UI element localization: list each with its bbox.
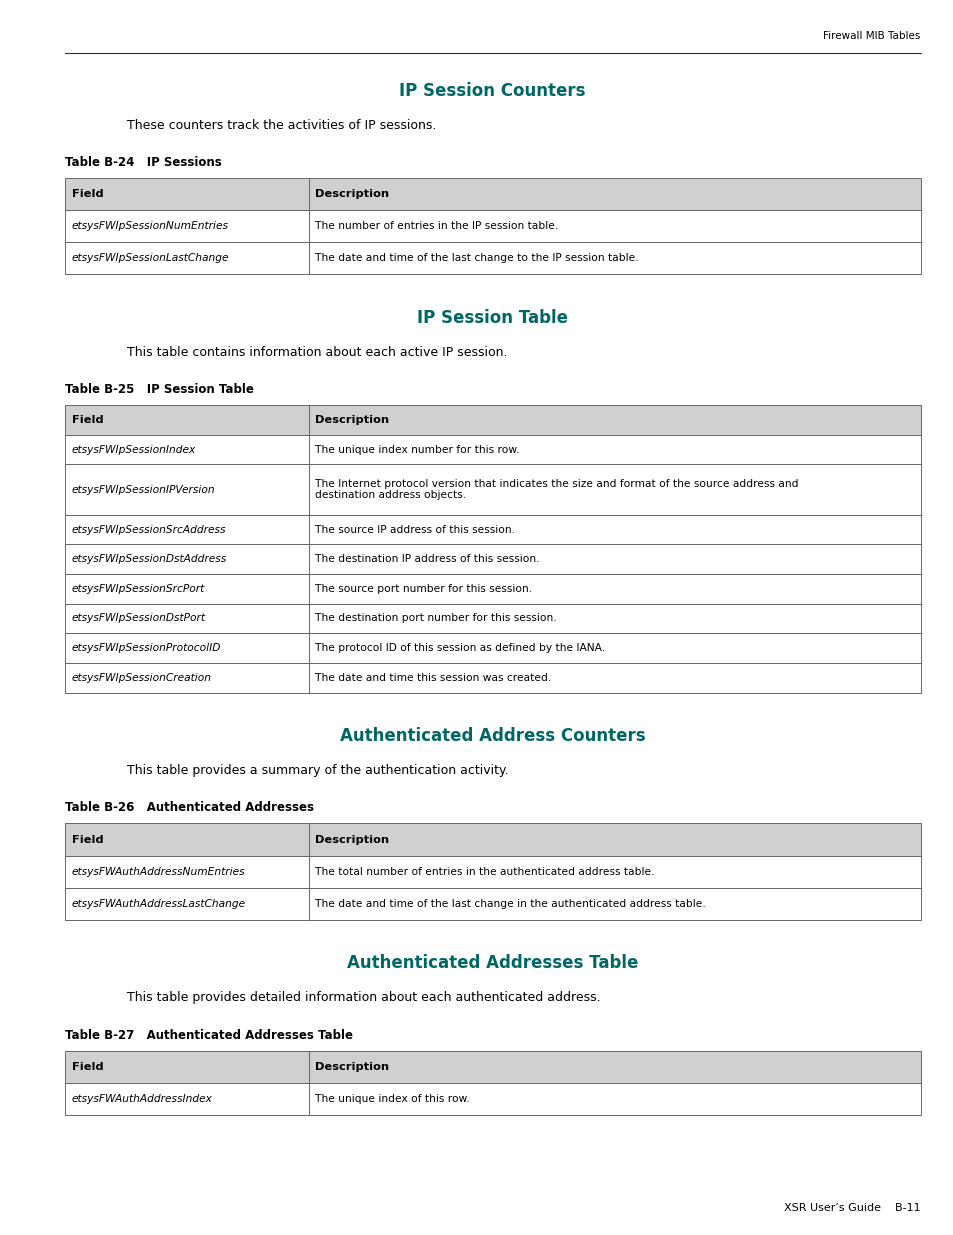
Text: The unique index number for this row.: The unique index number for this row. <box>315 445 519 454</box>
Bar <box>65 210 920 242</box>
Text: The source IP address of this session.: The source IP address of this session. <box>315 525 515 535</box>
Text: The source port number for this session.: The source port number for this session. <box>315 584 532 594</box>
Bar <box>65 1051 920 1083</box>
Text: etsysFWIpSessionSrcAddress: etsysFWIpSessionSrcAddress <box>71 525 226 535</box>
Text: IP Session Table: IP Session Table <box>416 309 568 327</box>
Text: etsysFWIpSessionCreation: etsysFWIpSessionCreation <box>71 673 212 683</box>
Text: The unique index of this row.: The unique index of this row. <box>315 1094 470 1104</box>
Text: etsysFWIpSessionProtocolID: etsysFWIpSessionProtocolID <box>71 643 221 653</box>
Bar <box>65 1083 920 1115</box>
Text: The date and time of the last change to the IP session table.: The date and time of the last change to … <box>315 253 639 263</box>
Bar <box>65 435 920 464</box>
Text: Field: Field <box>71 415 103 425</box>
Bar <box>65 242 920 274</box>
Text: The number of entries in the IP session table.: The number of entries in the IP session … <box>315 221 558 231</box>
Text: etsysFWIpSessionSrcPort: etsysFWIpSessionSrcPort <box>71 584 205 594</box>
Text: This table provides a summary of the authentication activity.: This table provides a summary of the aut… <box>127 764 508 777</box>
Text: The total number of entries in the authenticated address table.: The total number of entries in the authe… <box>315 867 655 877</box>
Text: IP Session Counters: IP Session Counters <box>399 82 585 100</box>
Bar <box>65 515 920 545</box>
Text: Table B-26   Authenticated Addresses: Table B-26 Authenticated Addresses <box>65 802 314 814</box>
Text: etsysFWIpSessionNumEntries: etsysFWIpSessionNumEntries <box>71 221 229 231</box>
Text: Authenticated Address Counters: Authenticated Address Counters <box>339 727 645 745</box>
Bar <box>65 464 920 515</box>
Text: Description: Description <box>315 835 389 845</box>
Text: The Internet protocol version that indicates the size and format of the source a: The Internet protocol version that indic… <box>315 479 798 500</box>
Text: Firewall MIB Tables: Firewall MIB Tables <box>822 31 920 41</box>
Bar <box>65 888 920 920</box>
Bar <box>65 178 920 210</box>
Text: etsysFWAuthAddressNumEntries: etsysFWAuthAddressNumEntries <box>71 867 245 877</box>
Bar <box>65 663 920 693</box>
Text: Field: Field <box>71 189 103 199</box>
Text: Field: Field <box>71 1062 103 1072</box>
Text: etsysFWIpSessionDstPort: etsysFWIpSessionDstPort <box>71 614 205 624</box>
Bar <box>65 545 920 574</box>
Text: Field: Field <box>71 835 103 845</box>
Text: etsysFWIpSessionIndex: etsysFWIpSessionIndex <box>71 445 195 454</box>
Bar <box>65 574 920 604</box>
Bar <box>65 405 920 435</box>
Bar <box>65 604 920 634</box>
Text: etsysFWIpSessionDstAddress: etsysFWIpSessionDstAddress <box>71 555 227 564</box>
Text: Description: Description <box>315 1062 389 1072</box>
Bar <box>65 856 920 888</box>
Text: Description: Description <box>315 415 389 425</box>
Text: Table B-24   IP Sessions: Table B-24 IP Sessions <box>65 156 221 169</box>
Text: The protocol ID of this session as defined by the IANA.: The protocol ID of this session as defin… <box>315 643 605 653</box>
Text: This table provides detailed information about each authenticated address.: This table provides detailed information… <box>127 992 599 1004</box>
Text: This table contains information about each active IP session.: This table contains information about ea… <box>127 346 507 359</box>
Text: The destination IP address of this session.: The destination IP address of this sessi… <box>315 555 539 564</box>
Text: Authenticated Addresses Table: Authenticated Addresses Table <box>347 955 638 972</box>
Text: etsysFWAuthAddressLastChange: etsysFWAuthAddressLastChange <box>71 899 246 909</box>
Text: Description: Description <box>315 189 389 199</box>
Text: These counters track the activities of IP sessions.: These counters track the activities of I… <box>127 119 436 132</box>
Text: The destination port number for this session.: The destination port number for this ses… <box>315 614 557 624</box>
Text: etsysFWAuthAddressIndex: etsysFWAuthAddressIndex <box>71 1094 213 1104</box>
Text: etsysFWIpSessionLastChange: etsysFWIpSessionLastChange <box>71 253 229 263</box>
Text: The date and time of the last change in the authenticated address table.: The date and time of the last change in … <box>315 899 705 909</box>
Text: The date and time this session was created.: The date and time this session was creat… <box>315 673 551 683</box>
Bar <box>65 824 920 856</box>
Text: Table B-27   Authenticated Addresses Table: Table B-27 Authenticated Addresses Table <box>65 1029 353 1041</box>
Text: etsysFWIpSessionIPVersion: etsysFWIpSessionIPVersion <box>71 484 215 494</box>
Text: Table B-25   IP Session Table: Table B-25 IP Session Table <box>65 383 253 396</box>
Text: XSR User’s Guide    B-11: XSR User’s Guide B-11 <box>783 1203 920 1213</box>
Bar <box>65 634 920 663</box>
